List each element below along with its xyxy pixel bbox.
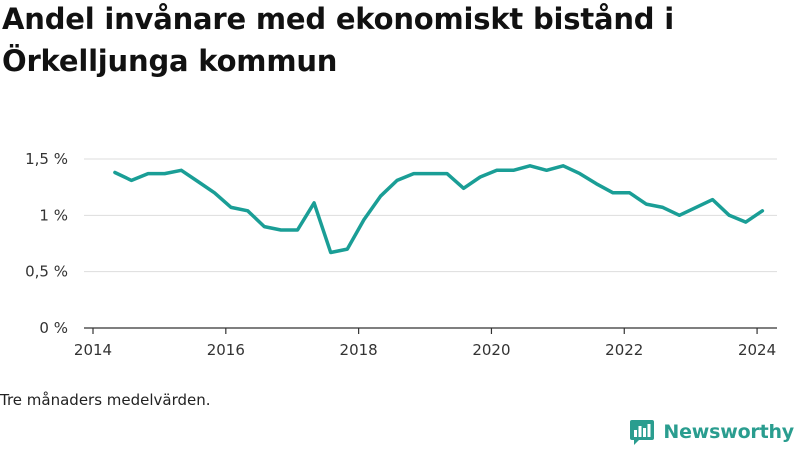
footnote: Tre månaders medelvärden. <box>0 391 211 409</box>
y-axis-labels: 0 % 0,5 % 1 % 1,5 % <box>25 150 68 337</box>
series-layer <box>113 164 765 255</box>
chart-title: Andel invånare med ekonomiskt bistånd i … <box>2 2 675 78</box>
y-tick-label: 1,5 % <box>25 150 68 168</box>
y-tick-label: 0 % <box>39 319 68 337</box>
x-tick-label: 2022 <box>605 341 643 359</box>
x-tick-label: 2024 <box>738 341 776 359</box>
brand-logo[interactable]: Newsworthy <box>629 418 794 446</box>
y-tick-label: 0,5 % <box>25 263 68 281</box>
gridlines <box>84 158 777 273</box>
brand-name: Newsworthy <box>663 421 794 443</box>
x-axis-labels: 2014 2016 2018 2020 2022 2024 <box>74 341 776 359</box>
x-tick-label: 2014 <box>74 341 112 359</box>
bar-chart-speech-bubble-icon <box>630 420 655 445</box>
x-tick-label: 2016 <box>207 341 245 359</box>
x-tick-label: 2020 <box>472 341 510 359</box>
x-axis <box>84 327 777 334</box>
series-line <box>113 164 765 255</box>
x-tick-label: 2018 <box>340 341 378 359</box>
y-tick-label: 1 % <box>39 206 68 224</box>
